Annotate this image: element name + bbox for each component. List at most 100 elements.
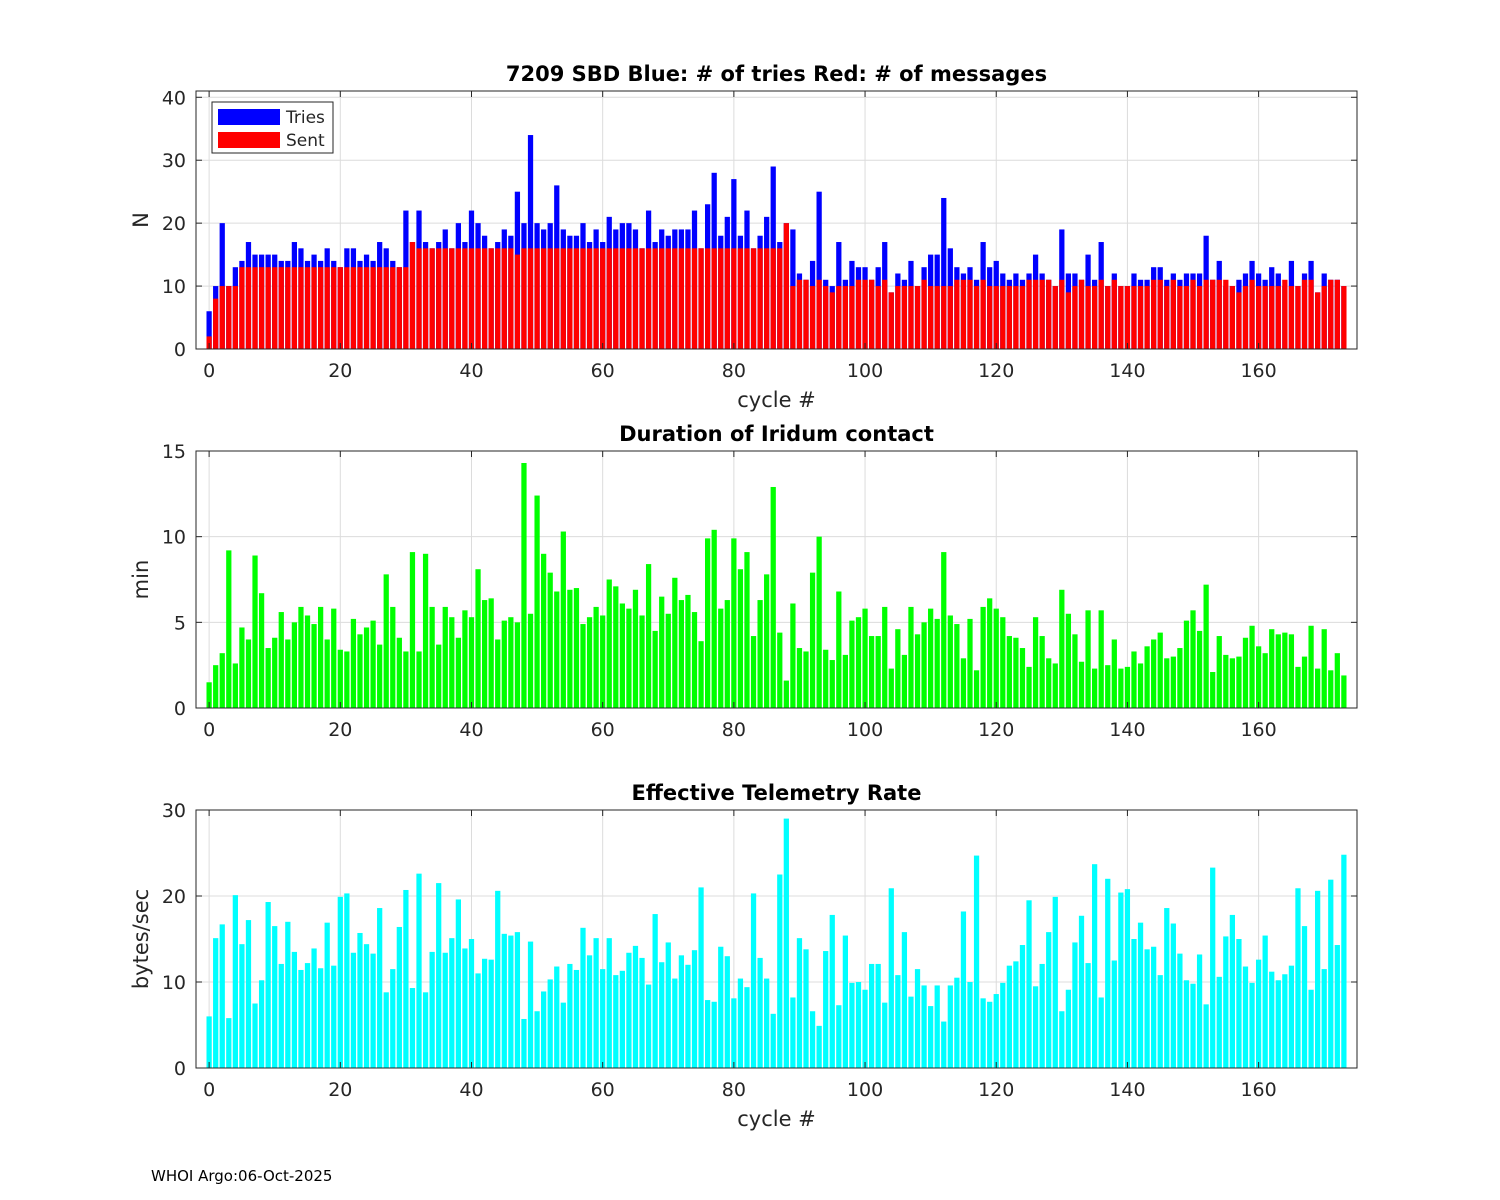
bar (809, 572, 816, 708)
bar (1196, 954, 1203, 1068)
bar (1065, 989, 1072, 1068)
bar (1301, 926, 1308, 1068)
bar (567, 963, 573, 1068)
bar (1092, 668, 1098, 708)
bar (1118, 286, 1124, 349)
bar (632, 589, 639, 708)
bar (586, 248, 593, 349)
bar (298, 969, 304, 1068)
bar (823, 286, 829, 349)
bar (1006, 286, 1012, 349)
bar (1295, 666, 1301, 708)
bar (1183, 286, 1190, 349)
bar (691, 950, 698, 1068)
bar (718, 608, 724, 708)
bar (560, 248, 566, 349)
bar (973, 286, 980, 349)
bar (331, 608, 337, 708)
bar (823, 649, 829, 708)
bar (213, 298, 219, 349)
bar (672, 978, 678, 1068)
bar (855, 279, 862, 349)
bar (1124, 286, 1131, 349)
bar (1013, 637, 1019, 708)
bar (324, 922, 330, 1068)
bar (744, 987, 750, 1068)
bar (691, 248, 698, 349)
x-tick-label: 140 (1109, 719, 1145, 741)
bar (304, 267, 311, 349)
bar (252, 1003, 258, 1068)
bar (855, 617, 862, 708)
bar (941, 197, 947, 349)
bar (357, 267, 363, 349)
bar (1308, 989, 1314, 1068)
bar (987, 598, 993, 708)
bar (331, 965, 337, 1068)
bar (213, 665, 219, 708)
bar (508, 935, 514, 1068)
bar (488, 959, 494, 1068)
bar (678, 248, 685, 349)
bar (416, 651, 422, 708)
bar (1019, 286, 1026, 349)
bar (875, 636, 881, 708)
bar (1288, 286, 1295, 349)
legend-entry-sent: Sent (286, 131, 325, 151)
bar (626, 608, 632, 708)
bar (796, 648, 803, 708)
x-tick-label: 100 (847, 360, 883, 382)
bar (764, 574, 770, 708)
bar (239, 267, 245, 349)
bar (1032, 986, 1039, 1068)
bar (783, 818, 789, 1068)
bar (1164, 908, 1170, 1068)
bar (842, 286, 848, 349)
bar (1295, 286, 1301, 349)
bar (626, 248, 632, 349)
bar (921, 985, 927, 1068)
bar (324, 267, 330, 349)
bar (678, 955, 685, 1068)
bar (750, 248, 757, 349)
bar (1105, 665, 1111, 708)
bar (1262, 653, 1268, 708)
x-tick-label: 20 (328, 360, 352, 382)
bar (383, 574, 389, 708)
bar (619, 603, 625, 708)
bar (1269, 971, 1275, 1068)
bar (724, 600, 730, 708)
bar (698, 248, 704, 349)
bar (790, 603, 796, 708)
bar (462, 610, 468, 708)
bar (849, 620, 855, 708)
footer-timestamp: WHOI Argo:06-Oct-2025 (151, 1167, 333, 1185)
bar (750, 636, 757, 708)
bar (1321, 969, 1327, 1068)
bar (481, 958, 488, 1068)
bar (324, 639, 330, 708)
bar (1098, 279, 1104, 349)
bar (1111, 960, 1117, 1068)
bar (698, 641, 704, 708)
bar (488, 248, 494, 349)
bar (232, 895, 238, 1068)
bar (868, 963, 875, 1068)
bar (1269, 286, 1275, 349)
x-tick-label: 160 (1240, 1079, 1276, 1101)
bar (403, 267, 409, 349)
bar (914, 286, 921, 349)
bar (1177, 286, 1183, 349)
bar (993, 994, 999, 1068)
bar (593, 606, 599, 708)
bar (606, 248, 612, 349)
bar (672, 577, 678, 708)
bar (796, 279, 803, 349)
bar (803, 651, 809, 708)
bar (1203, 279, 1209, 349)
bar (705, 248, 711, 349)
bar (1144, 646, 1150, 708)
bar (488, 598, 494, 708)
bar (1177, 953, 1183, 1068)
x-tick-label: 120 (978, 360, 1014, 382)
